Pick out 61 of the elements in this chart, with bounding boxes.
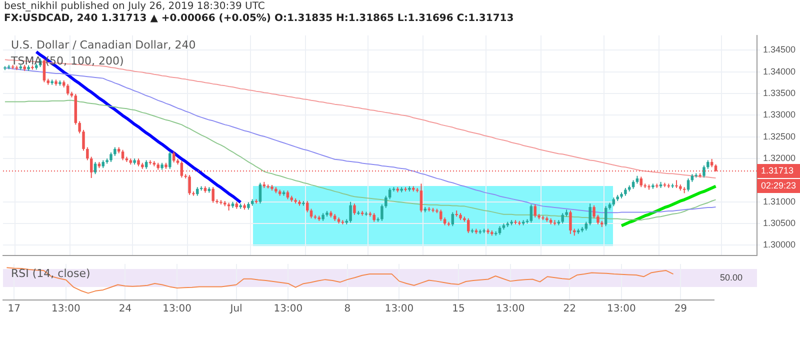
y-tick-label: 1.30500 <box>763 218 796 228</box>
text: 02:29:23 <box>761 180 796 190</box>
candlestick <box>188 174 191 196</box>
y-tick-label: 1.33500 <box>763 88 796 98</box>
x-tick-label: 13:00 <box>162 304 192 315</box>
y-tick-label: 1.34000 <box>763 66 796 76</box>
candlestick <box>121 149 124 161</box>
candlestick <box>534 204 536 218</box>
x-tick-label: 15 <box>452 304 465 315</box>
y-tick-label: 1.32000 <box>763 152 796 163</box>
candlestick <box>640 176 643 188</box>
text: FX:USDCAD, 240 1.31713 ▲ +0.00066 (+0.05%) O:1.31835 H:1.31865 L:1.31696 C:1.31713 <box>4 13 514 24</box>
candlestick <box>258 182 262 204</box>
x-tick-label: 13:00 <box>274 304 303 315</box>
candlestick <box>675 180 678 188</box>
x-tick-label: 24 <box>118 304 132 315</box>
y-tick-label: 1.32500 <box>763 131 796 142</box>
x-tick-label: 13:00 <box>607 304 636 315</box>
chart-title: U.S. Dollar / Canadian Dollar, 240 <box>11 38 196 52</box>
candlestick <box>388 187 392 200</box>
candlestick <box>349 201 352 224</box>
candlestick <box>451 212 454 227</box>
y-tick-label: 1.34500 <box>763 44 796 55</box>
candlestick <box>110 152 112 162</box>
candlestick <box>306 200 309 213</box>
ref-line-label: 1.31713 <box>761 165 794 176</box>
candlestick <box>686 178 690 192</box>
candlestick <box>310 208 313 219</box>
candlestick <box>78 120 81 134</box>
candlestick <box>353 203 356 216</box>
candlestick <box>86 146 89 161</box>
candlestick <box>592 204 596 219</box>
candlestick <box>212 186 214 204</box>
y-tick-label: 1.31000 <box>763 196 796 206</box>
candlestick <box>604 206 608 227</box>
candlestick <box>588 203 592 226</box>
candlestick <box>530 204 533 224</box>
text: best_nikhil published on July 26, 2019 18:30:39 UTC <box>4 1 265 12</box>
candlestick <box>561 212 564 224</box>
candlestick <box>596 214 600 225</box>
candlestick <box>66 83 70 96</box>
text: 50.00 <box>720 272 743 282</box>
x-tick-label: 13:00 <box>496 304 525 315</box>
y-tick-label: 1.30000 <box>763 240 796 250</box>
candlestick <box>82 129 85 152</box>
x-tick-label: 13:00 <box>384 304 414 315</box>
x-tick-label: 8 <box>344 304 351 315</box>
candlestick <box>168 151 172 170</box>
x-tick-label: 29 <box>674 304 688 315</box>
candlestick <box>384 195 388 208</box>
candlestick <box>380 204 384 222</box>
candlestick <box>569 210 572 234</box>
candlestick <box>94 161 97 175</box>
x-tick-label: 17 <box>8 304 20 315</box>
candlestick <box>420 183 423 213</box>
x-tick-label: 22 <box>563 304 576 315</box>
candlestick <box>466 218 470 234</box>
x-tick-label: 13:00 <box>52 304 80 315</box>
y-tick-label: 1.33000 <box>763 110 796 120</box>
x-tick-label: Jul <box>229 304 242 315</box>
candlestick <box>702 164 706 178</box>
